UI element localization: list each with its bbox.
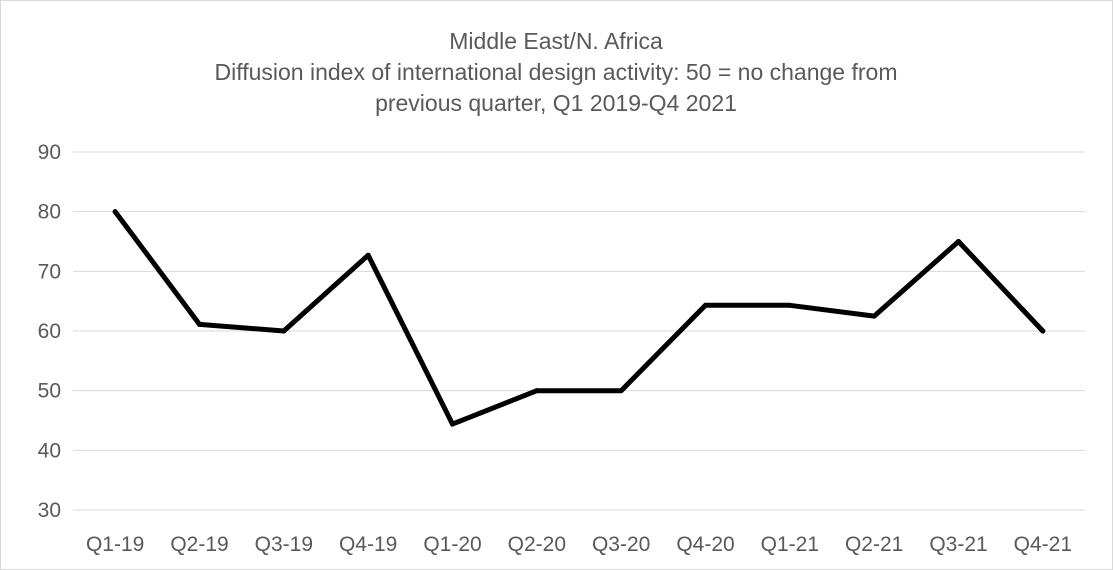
x-tick-label: Q4-20 bbox=[676, 533, 734, 556]
chart-title-line-1: Middle East/N. Africa bbox=[449, 28, 663, 54]
x-tick-label: Q3-19 bbox=[255, 533, 313, 556]
gridlines bbox=[73, 151, 1085, 511]
data-point bbox=[450, 421, 455, 427]
data-point bbox=[281, 328, 287, 334]
data-point bbox=[197, 321, 202, 327]
y-tick-label: 90 bbox=[38, 141, 61, 164]
y-tick-label: 70 bbox=[38, 260, 61, 283]
x-tick-label: Q4-19 bbox=[339, 533, 397, 556]
chart-title-line-2: Diffusion index of international design … bbox=[215, 59, 898, 85]
y-tick-label: 60 bbox=[38, 320, 61, 343]
x-tick-label: Q2-21 bbox=[845, 533, 903, 556]
x-tick-label: Q2-20 bbox=[508, 533, 566, 556]
x-tick-label: Q1-21 bbox=[761, 533, 819, 556]
x-tick-label: Q3-20 bbox=[592, 533, 650, 556]
data-point bbox=[618, 388, 624, 394]
data-point bbox=[787, 302, 793, 308]
data-point bbox=[871, 313, 877, 319]
y-tick-label: 50 bbox=[38, 380, 61, 403]
series bbox=[112, 209, 1046, 427]
y-axis: 30 40 50 60 70 80 90 bbox=[38, 141, 61, 522]
data-point bbox=[1040, 328, 1046, 334]
y-tick-label: 80 bbox=[38, 201, 61, 224]
x-tick-label: Q1-20 bbox=[423, 533, 481, 556]
data-point bbox=[112, 209, 118, 215]
y-tick-label: 30 bbox=[38, 499, 61, 522]
x-tick-label: Q2-19 bbox=[170, 533, 228, 556]
x-axis: Q1-19 Q2-19 Q3-19 Q4-19 Q1-20 Q2-20 Q3-20 Q4-20… bbox=[86, 533, 1072, 556]
chart-title: Middle East/N. Africa Diffusion index of… bbox=[215, 28, 898, 116]
y-tick-label: 40 bbox=[38, 439, 61, 462]
series-line-1 bbox=[112, 209, 1046, 427]
data-point bbox=[703, 302, 708, 308]
data-point bbox=[956, 239, 961, 244]
x-tick-label: Q4-21 bbox=[1014, 533, 1072, 556]
data-point bbox=[365, 252, 371, 258]
data-point bbox=[534, 388, 540, 394]
x-tick-label: Q1-19 bbox=[86, 533, 144, 556]
chart-title-line-3: previous quarter, Q1 2019-Q4 2021 bbox=[375, 90, 737, 116]
x-tick-label: Q3-21 bbox=[929, 533, 987, 556]
